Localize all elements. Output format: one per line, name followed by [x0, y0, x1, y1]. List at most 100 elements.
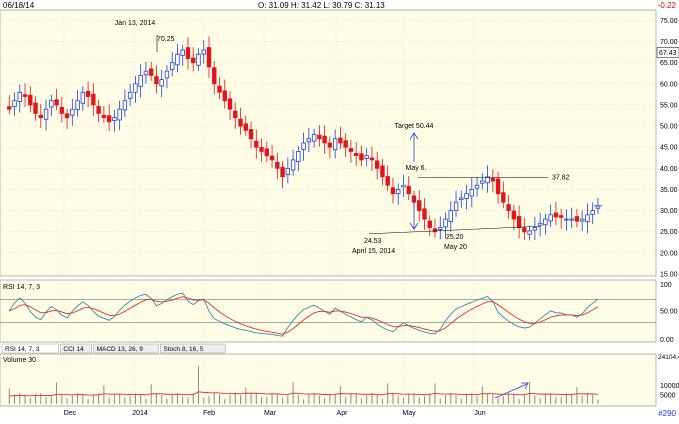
candle-body — [233, 110, 238, 119]
candle-body — [464, 193, 469, 199]
header-date: 06/18/14 — [3, 1, 35, 10]
candle-body — [43, 108, 49, 120]
candle-body — [138, 74, 143, 87]
annotation-low2-value: 25.20 — [446, 234, 464, 241]
candle-body — [127, 91, 133, 99]
candle-body — [317, 134, 322, 140]
candle-body — [306, 138, 312, 143]
candle-body — [501, 192, 506, 203]
candle-body — [164, 70, 170, 79]
candle-body — [49, 100, 54, 108]
candle-body — [569, 218, 574, 221]
candle-body — [185, 47, 191, 59]
candle-body — [112, 117, 117, 121]
volume-trend-arrow — [494, 383, 528, 399]
rsi-line — [8, 292, 599, 337]
volume-trend-arrow-head — [521, 382, 529, 390]
x-axis: Dec 2014 Feb Mar Apr May Jun — [63, 10, 486, 417]
candle-body — [269, 155, 275, 161]
candle-body — [564, 218, 569, 221]
price-tick-label: 70.00 — [660, 39, 678, 46]
annotation-peak-value: 70.25 — [157, 36, 175, 43]
candle-body — [548, 214, 553, 222]
x-tick-label: Jun — [474, 410, 485, 417]
candle-body — [28, 94, 33, 106]
price-tick-label: 60.00 — [660, 81, 678, 88]
target-arrow-head — [409, 132, 419, 140]
x-tick-label: Apr — [337, 410, 349, 417]
candle-body — [432, 228, 438, 233]
price-tick-label: 35.00 — [660, 187, 678, 194]
annotation-resistance: 37.82 — [552, 175, 570, 182]
candle-body — [322, 135, 327, 144]
price-tick-label: 30.00 — [660, 208, 678, 215]
candle-body — [380, 165, 385, 178]
candle-body — [522, 227, 527, 233]
indicator-tab-label: RSI 14, 7, 3 — [5, 346, 40, 353]
candle-body — [480, 180, 485, 184]
candle-body — [338, 137, 343, 144]
candle-body — [574, 216, 580, 222]
annotation-target: Target 50.44 — [395, 123, 434, 130]
candle-body — [264, 148, 270, 157]
candle-body — [343, 140, 348, 148]
candle-body — [438, 227, 443, 230]
x-tick-label: May — [402, 410, 416, 417]
candle-body — [332, 138, 338, 151]
price-tick-label: 20.00 — [660, 250, 678, 257]
candle-body — [390, 187, 396, 195]
rsi-average-line — [9, 296, 599, 335]
candle-body — [222, 90, 227, 102]
candle-body — [401, 184, 406, 188]
candle-body — [516, 216, 522, 228]
indicator-tab-label: Stoch 8, 16, 5 — [163, 346, 203, 353]
rsi-title: RSI 14, 7, 3 — [3, 284, 40, 291]
indicator-tab — [1, 343, 59, 354]
candle-body — [290, 159, 296, 171]
candle-body — [311, 134, 317, 142]
candle-body — [148, 68, 154, 76]
candle-body — [22, 94, 28, 97]
candle-body — [537, 222, 543, 226]
candle-body — [595, 205, 601, 209]
candle-body — [327, 142, 333, 148]
price-tick-label: 55.00 — [660, 102, 678, 109]
header-bar — [0, 0, 679, 9]
candle-body — [91, 93, 96, 106]
candle-body — [243, 123, 248, 131]
candle-body — [285, 167, 291, 176]
indicator-tab — [60, 343, 92, 354]
candle-body — [201, 49, 206, 55]
candle-body — [553, 212, 559, 218]
candle-body — [85, 90, 91, 97]
candle-body — [427, 220, 432, 228]
candle-body — [280, 166, 285, 178]
volume-top-label: 24104.4 — [658, 354, 679, 361]
annotation-peak-date: Jan 13, 2014 — [115, 20, 156, 27]
candle-body — [196, 53, 201, 66]
indicator-tab-label: CCI 14 — [63, 346, 84, 353]
candle-body — [191, 57, 196, 64]
indicator-tab — [160, 343, 226, 354]
candle-body — [54, 99, 59, 106]
candle-body — [7, 106, 12, 110]
annotation-low-date: April 15, 2014 — [352, 248, 395, 255]
rsi-tick-label: 0.00 — [660, 337, 674, 344]
candle-body — [485, 176, 490, 184]
candle-body — [443, 218, 448, 228]
candle-body — [106, 115, 112, 123]
candle-body — [75, 100, 80, 110]
candle-body — [359, 153, 364, 161]
candle-body — [579, 218, 585, 222]
candle-body — [506, 204, 511, 212]
candle-body — [259, 147, 264, 152]
candle-body — [406, 185, 411, 195]
header-ohlc: O: 31.09 H: 31.42 L: 30.79 C: 31.13 — [258, 1, 385, 10]
volume-tick-label: 10000 — [660, 383, 679, 390]
candle-body — [590, 210, 595, 215]
candle-body — [180, 49, 185, 56]
candle-body — [206, 47, 212, 68]
candle-body — [159, 79, 164, 87]
candle-body — [12, 100, 17, 108]
down-arrow-head — [409, 222, 419, 230]
